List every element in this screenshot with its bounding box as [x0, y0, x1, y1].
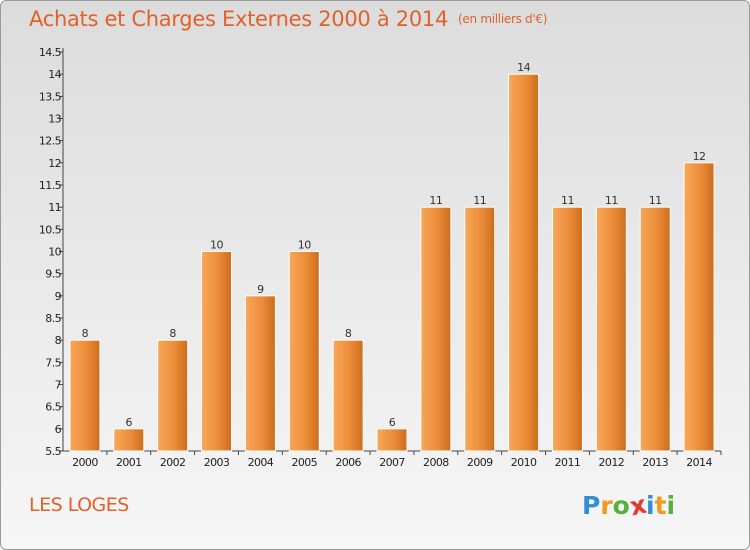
- data-label: 11: [473, 194, 486, 207]
- data-label: 6: [126, 416, 133, 429]
- y-tick-label: 5.5: [45, 445, 61, 458]
- y-tick-label: 14: [48, 68, 61, 81]
- bar-2003[interactable]: [201, 251, 233, 452]
- bar-2012[interactable]: [595, 206, 627, 452]
- bar-2006[interactable]: [332, 339, 364, 452]
- x-tick-label: 2000: [72, 456, 98, 469]
- y-tick-label: 10: [48, 246, 61, 259]
- y-tick-label: 6.5: [45, 401, 61, 414]
- x-tick-label: 2014: [686, 456, 712, 469]
- data-label: 11: [429, 194, 442, 207]
- y-tick-label: 12.5: [39, 135, 62, 148]
- bar-2010[interactable]: [508, 73, 540, 452]
- bar-2007[interactable]: [376, 428, 408, 452]
- x-tick-label: 2011: [555, 456, 581, 469]
- logo-letter: i: [666, 491, 676, 520]
- y-tick-label: 13: [48, 113, 61, 126]
- bar-2001[interactable]: [113, 428, 145, 452]
- bars: [69, 73, 715, 452]
- logo-letter: i: [646, 491, 655, 520]
- x-axis: 2000 2001 2002 2003 2004 2005 2006 2007 2008 2009…: [63, 450, 722, 469]
- y-tick-label: 6: [55, 423, 62, 436]
- x-tick-label: 2002: [160, 456, 186, 469]
- x-tick-label: 2008: [423, 456, 449, 469]
- x-tick-label: 2005: [291, 456, 317, 469]
- bar-2008[interactable]: [420, 206, 452, 452]
- data-label: 11: [605, 194, 618, 207]
- x-tick-label: 2010: [511, 456, 537, 469]
- x-tick-label: 2004: [248, 456, 274, 469]
- x-tick-label: 2012: [599, 456, 625, 469]
- bar-2000[interactable]: [69, 339, 101, 452]
- x-tick-label: 2007: [379, 456, 405, 469]
- y-tick-label: 11: [48, 201, 61, 214]
- chart-title: Achats et Charges Externes 2000 à 2014 (e…: [29, 7, 547, 31]
- data-labels: 8 6 8 10 9 10 8 6 11 11 14 11 11 11 12: [82, 61, 706, 429]
- x-tick-label: 2001: [116, 456, 142, 469]
- bar-2011[interactable]: [551, 206, 583, 452]
- y-tick-label: 8.5: [45, 312, 61, 325]
- y-tick-label: 11.5: [39, 179, 62, 192]
- data-label: 10: [298, 239, 311, 252]
- y-tick-label: 13.5: [39, 90, 62, 103]
- data-label: 10: [210, 239, 223, 252]
- y-tick-label: 7.5: [45, 356, 61, 369]
- x-tick-label: 2003: [204, 456, 230, 469]
- bar-2013[interactable]: [639, 206, 671, 452]
- logo-letter: o: [612, 491, 630, 520]
- data-label: 11: [649, 194, 662, 207]
- bar-2005[interactable]: [288, 251, 320, 452]
- data-label: 8: [82, 327, 89, 340]
- data-label: 6: [389, 416, 396, 429]
- bar-2002[interactable]: [157, 339, 189, 452]
- y-tick-label: 14.5: [39, 46, 62, 59]
- logo-letter: t: [654, 491, 667, 520]
- y-tick-label: 12: [48, 157, 61, 170]
- bar-2014[interactable]: [683, 162, 715, 452]
- y-tick-label: 10.5: [39, 223, 62, 236]
- data-label: 8: [345, 327, 352, 340]
- data-label: 14: [517, 61, 530, 74]
- data-label: 8: [169, 327, 176, 340]
- proxiti-logo[interactable]: Proxiti: [582, 490, 676, 522]
- y-axis: 5.5 6 6.5 7 7.5 8 8.5 9 9.5 10 10.5 11 11.5 12 12.5 13 1…: [39, 46, 64, 458]
- title-text: Achats et Charges Externes 2000 à 2014: [29, 7, 449, 31]
- y-tick-label: 7: [55, 379, 62, 392]
- logo-letter: r: [600, 491, 613, 520]
- data-label: 9: [257, 283, 264, 296]
- x-tick-label: 2009: [467, 456, 493, 469]
- bar-2004[interactable]: [244, 295, 276, 452]
- commune-name: LES LOGES: [29, 494, 129, 516]
- data-label: 12: [693, 150, 706, 163]
- unit-note: (en milliers d'€): [458, 12, 548, 26]
- bar-2009[interactable]: [464, 206, 496, 452]
- x-tick-label: 2013: [642, 456, 668, 469]
- y-tick-label: 9: [55, 290, 62, 303]
- x-tick-label: 2006: [335, 456, 361, 469]
- data-label: 11: [561, 194, 574, 207]
- y-tick-label: 9.5: [45, 268, 61, 281]
- logo-letter: P: [582, 491, 601, 520]
- y-tick-label: 8: [55, 334, 62, 347]
